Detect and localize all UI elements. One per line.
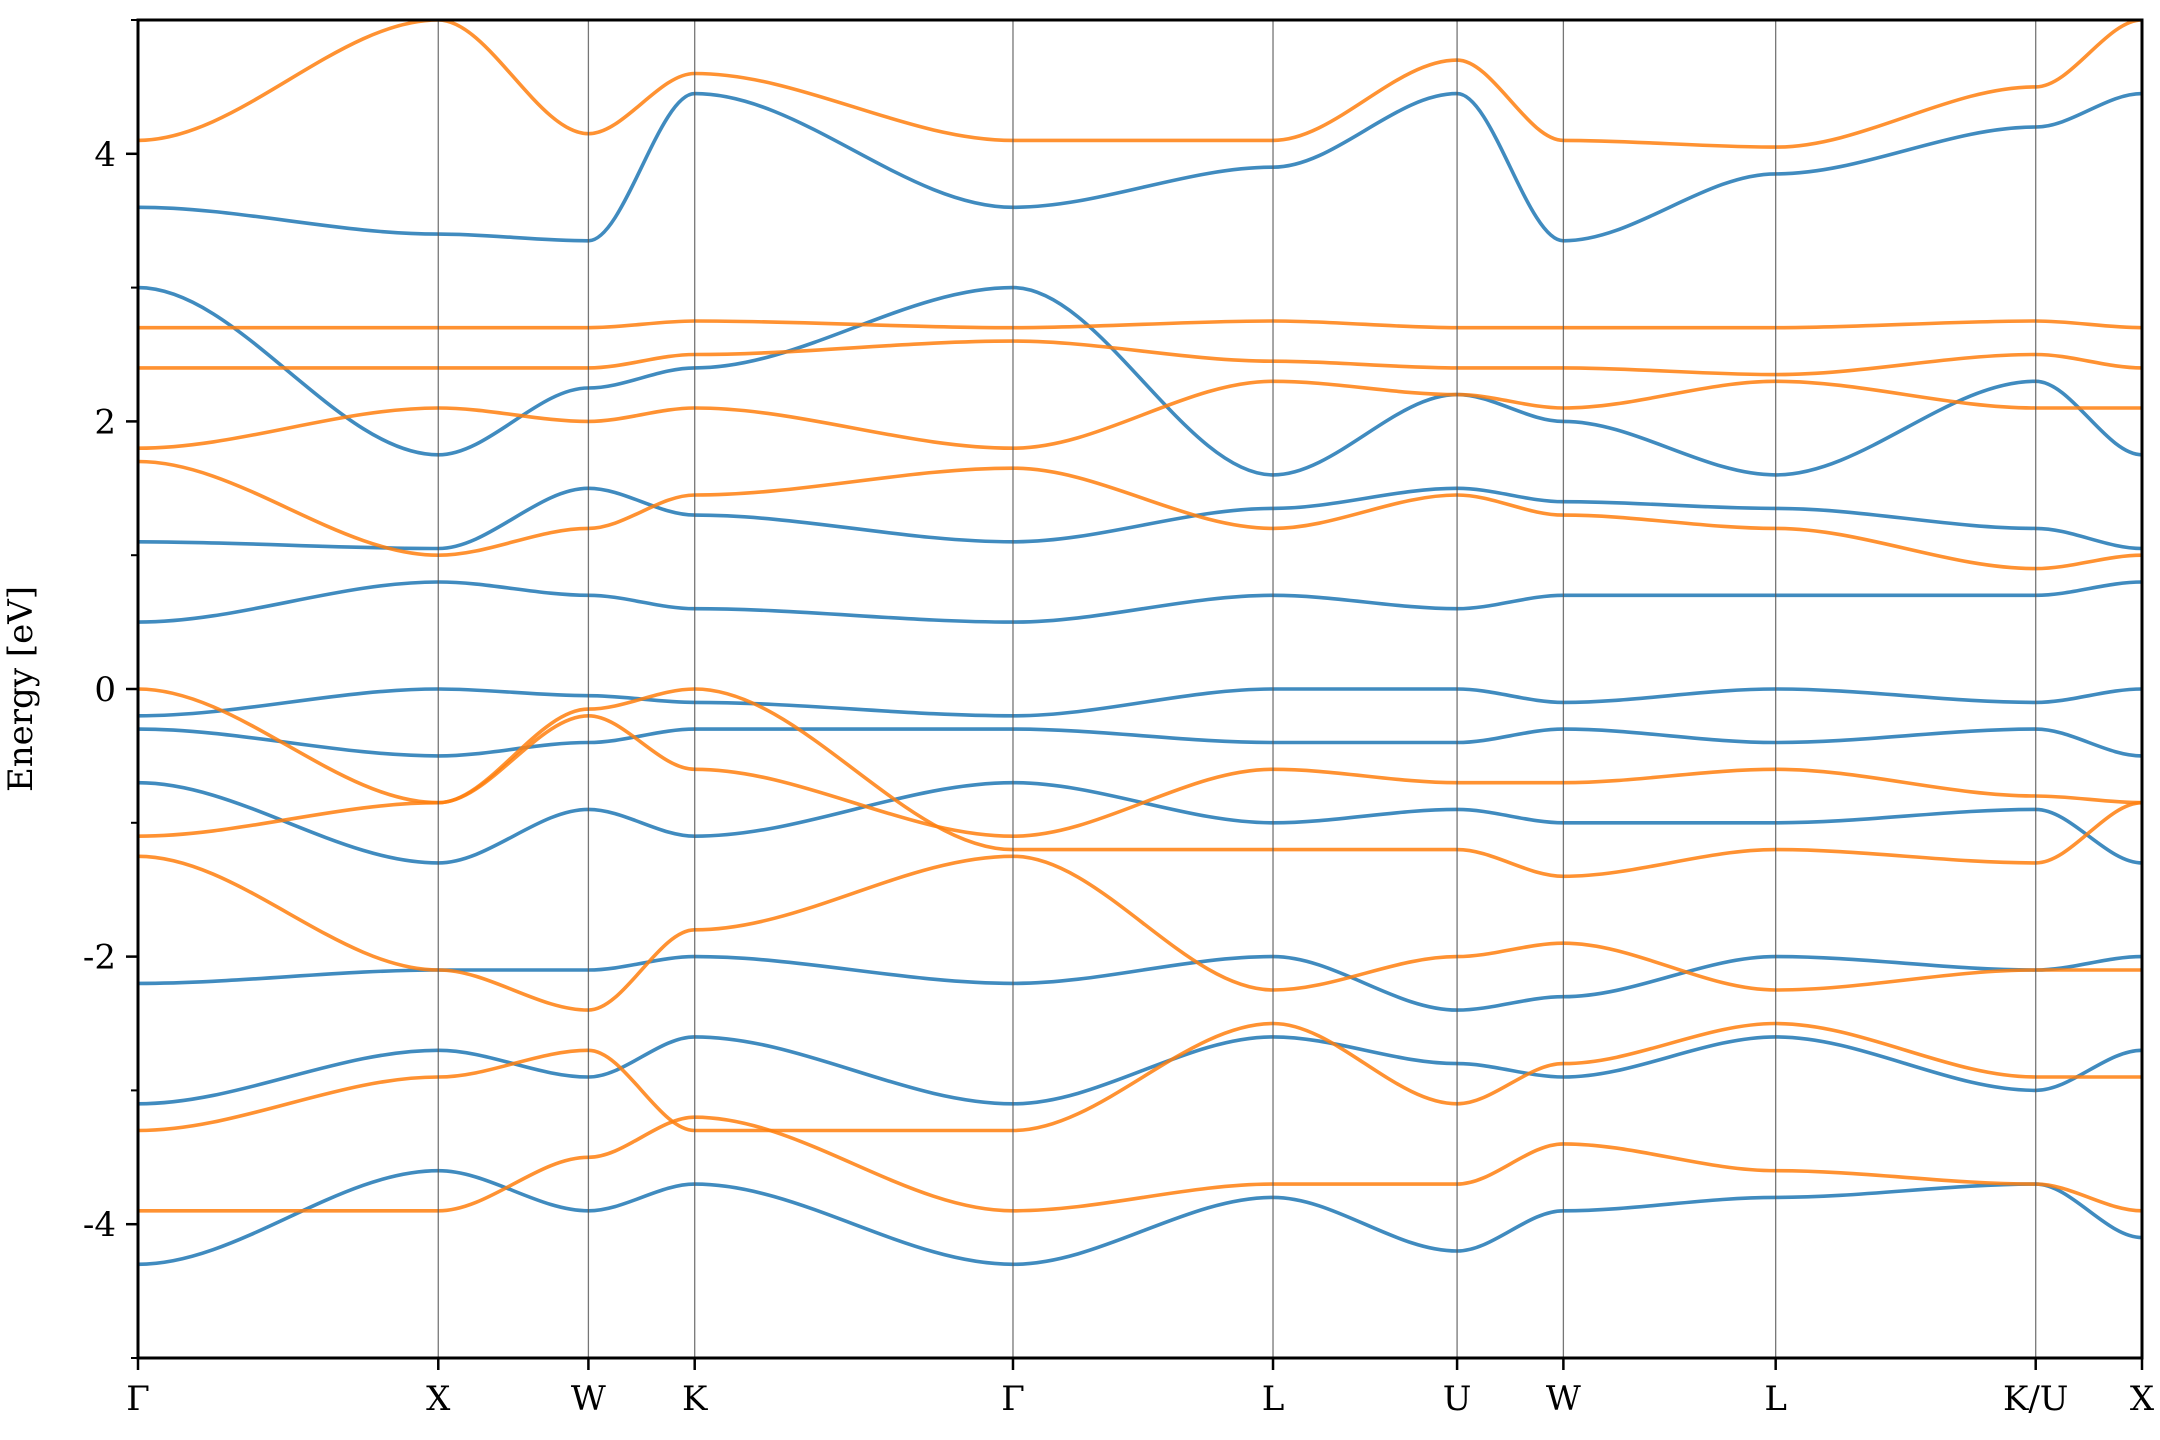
band-line: [138, 379, 2142, 450]
band-line: [138, 687, 2142, 718]
x-tick-label: X: [426, 1379, 451, 1419]
band-line: [138, 339, 2142, 377]
band-line: [138, 285, 2142, 477]
band-series-1: [138, 20, 2142, 1213]
y-tick-label: -4: [83, 1205, 116, 1245]
band-series-0: [138, 91, 2142, 1267]
band-line: [138, 954, 2142, 1012]
x-tick-label: L: [1764, 1379, 1787, 1419]
band-line: [138, 727, 2142, 758]
y-axis-ticks: -4 -2 0 2 4: [83, 19, 138, 1359]
band-line: [138, 580, 2142, 624]
band-line: [138, 1168, 2142, 1267]
band-line: [138, 687, 2142, 879]
band-line: [138, 1035, 2142, 1106]
y-axis-label: Energy [eV]: [1, 586, 41, 792]
band-line: [138, 91, 2142, 243]
x-tick-label: Γ: [1001, 1379, 1025, 1419]
band-line: [138, 486, 2142, 551]
x-tick-label: W: [1546, 1379, 1581, 1419]
x-tick-label: K: [682, 1379, 708, 1419]
plot-frame: [136, 18, 2144, 1360]
high-symmetry-lines: [437, 20, 2037, 1358]
x-tick-label: K/U: [2003, 1379, 2069, 1419]
bands-layer: [138, 20, 2142, 1267]
x-tick-label: W: [571, 1379, 606, 1419]
band-line: [138, 854, 2142, 1012]
band-line: [138, 1021, 2142, 1133]
band-line: [138, 459, 2142, 571]
y-tick-label: 2: [94, 402, 116, 442]
band-line: [138, 20, 2142, 149]
x-tick-label: L: [1262, 1379, 1285, 1419]
x-tick-label: Γ: [126, 1379, 150, 1419]
y-tick-label: 4: [94, 135, 116, 175]
x-tick-label: U: [1443, 1379, 1472, 1419]
y-tick-label: 0: [94, 670, 116, 710]
y-tick-label: -2: [83, 938, 116, 978]
x-axis-ticks: Γ X W K Γ L U W L K/U X: [126, 1358, 2155, 1419]
band-line: [138, 714, 2142, 838]
x-tick-label: X: [2130, 1379, 2155, 1419]
band-line: [138, 780, 2142, 865]
band-line: [138, 1115, 2142, 1213]
band-line: [138, 319, 2142, 330]
